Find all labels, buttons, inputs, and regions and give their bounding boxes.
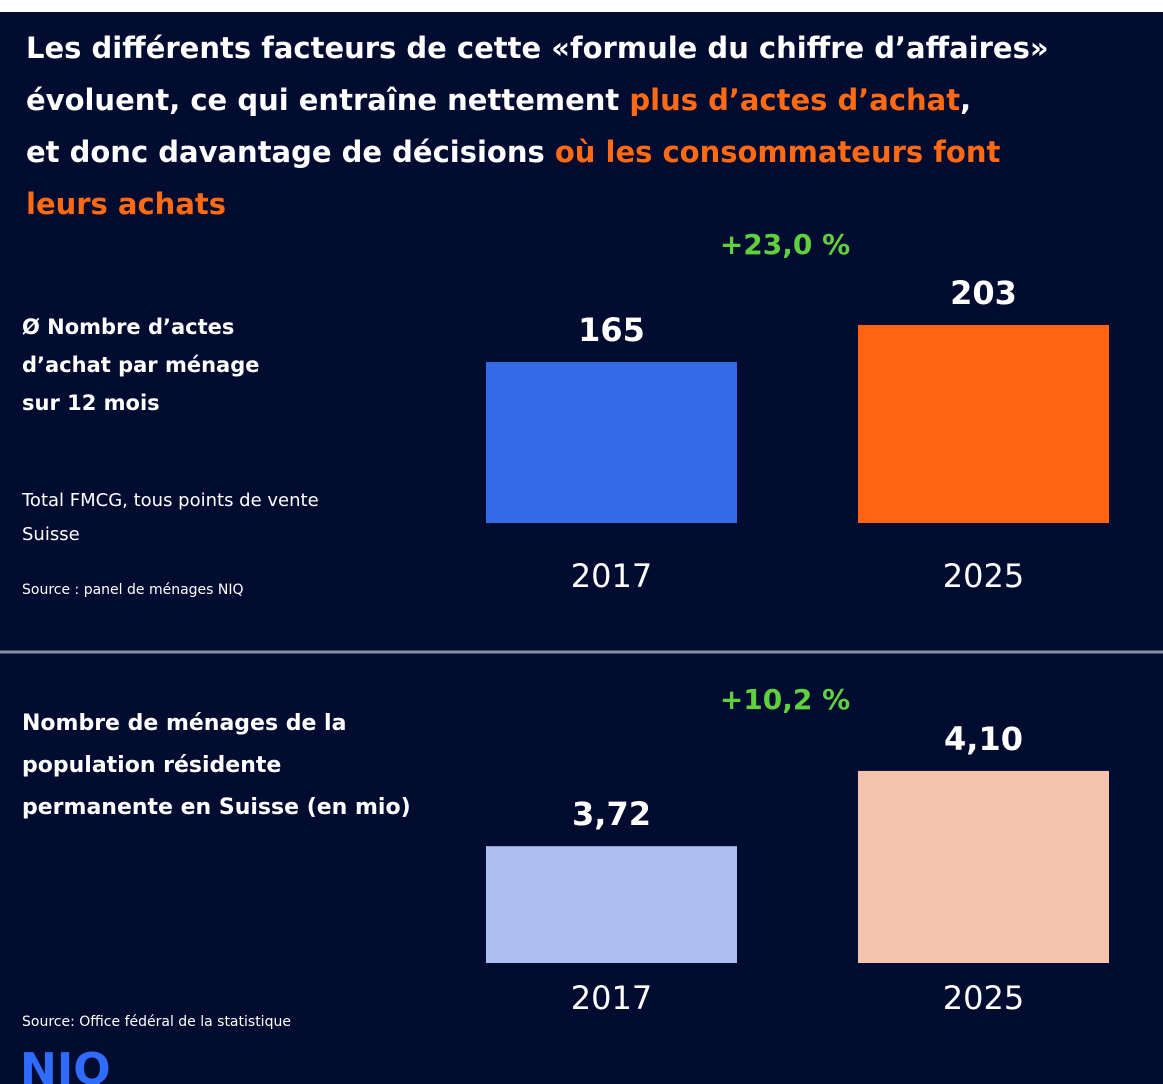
chart-source: Source: Office fédéral de la statistique <box>22 1014 291 1030</box>
bar <box>858 770 1109 963</box>
chart-label: sur 12 mois <box>22 391 160 415</box>
chart-label: d’achat par ménage <box>22 353 260 377</box>
chart-note: Suisse <box>22 524 80 545</box>
chart-source: Source : panel de ménages NIQ <box>22 582 244 598</box>
value-label: 3,72 <box>572 795 651 833</box>
category-label: 2017 <box>571 979 652 1017</box>
chart-label: Nombre de ménages de la <box>22 711 346 736</box>
title-segment: , <box>960 83 971 117</box>
category-label: 2025 <box>943 979 1024 1017</box>
title-segment: évoluent, ce qui entraîne nettement <box>26 83 629 117</box>
annotation: +23,0 % <box>720 228 850 261</box>
title-line: et donc davantage de décisions où les co… <box>26 135 1000 169</box>
chart-label: Ø Nombre d’actes <box>22 315 234 339</box>
category-label: 2017 <box>571 557 652 595</box>
value-label: 165 <box>578 311 645 349</box>
bar <box>486 846 737 963</box>
title-segment: plus d’actes d’achat <box>629 83 960 117</box>
chart-label: permanente en Suisse (en mio) <box>22 795 411 820</box>
bar <box>486 362 737 523</box>
title-line: Les différents facteurs de cette «formul… <box>26 31 1049 65</box>
chart-note: Total FMCG, tous points de vente <box>21 490 319 511</box>
title-line: évoluent, ce qui entraîne nettement plus… <box>26 83 971 117</box>
title-segment: et donc davantage de décisions <box>26 135 555 169</box>
bar <box>858 324 1109 523</box>
title-segment: Les différents facteurs de cette «formul… <box>26 31 1049 65</box>
title-line: leurs achats <box>26 187 226 221</box>
title-segment: où les consommateurs font <box>555 135 1001 169</box>
annotation: +10,2 % <box>720 683 850 716</box>
category-label: 2025 <box>943 557 1024 595</box>
value-label: 203 <box>950 274 1017 312</box>
chart-label: population résidente <box>22 753 281 778</box>
logo: NIQ <box>20 1044 111 1084</box>
value-label: 4,10 <box>944 720 1023 758</box>
title-segment: leurs achats <box>26 187 226 221</box>
